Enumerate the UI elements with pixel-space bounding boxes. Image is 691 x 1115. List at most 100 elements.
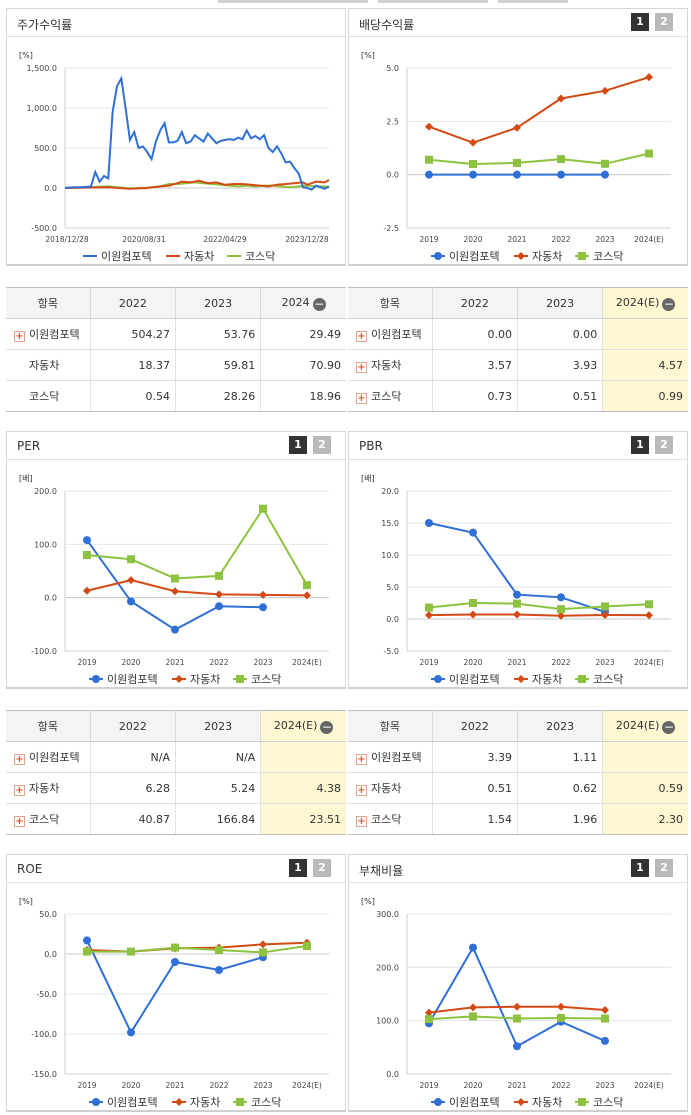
- expand-plus-icon[interactable]: +: [356, 816, 367, 827]
- chart-toggle-1-button[interactable]: 1: [631, 13, 649, 31]
- series-1: [425, 943, 609, 1051]
- row-label: + 이원컴포텍: [348, 318, 433, 350]
- data-point: [557, 94, 565, 103]
- legend-item[interactable]: 이원컴포텍: [89, 673, 158, 686]
- column-header-label: 항목: [37, 297, 58, 310]
- chart-toggle-1-button[interactable]: 1: [289, 859, 307, 877]
- data-point: [171, 574, 179, 583]
- x-tick-label: 2019: [77, 658, 96, 667]
- top-cut-bar: [498, 0, 568, 3]
- data-point: [303, 581, 311, 590]
- x-tick-label: 2020/08/31: [122, 235, 165, 244]
- collapse-column-button[interactable]: −: [312, 296, 326, 311]
- legend-item[interactable]: 이원컴포텍: [431, 1096, 500, 1109]
- legend-item[interactable]: 코스닥: [575, 250, 623, 263]
- legend-item[interactable]: 자동차: [172, 673, 220, 686]
- legend-item[interactable]: 자동차: [514, 250, 562, 263]
- chart-toggle-2-button[interactable]: 2: [313, 859, 331, 877]
- expand-plus-icon[interactable]: +: [14, 816, 25, 827]
- collapse-column-button[interactable]: −: [320, 719, 334, 734]
- expand-plus-icon[interactable]: +: [14, 785, 25, 796]
- table-cell: 0.99: [602, 380, 688, 412]
- data-point: [513, 599, 521, 608]
- expand-plus-icon[interactable]: +: [356, 393, 367, 404]
- expand-plus-icon[interactable]: +: [14, 331, 25, 342]
- legend-label: 이원컴포텍: [449, 1096, 500, 1109]
- x-tick-label: 2024(E): [292, 658, 322, 667]
- data-point: [601, 1014, 609, 1023]
- expand-plus-icon[interactable]: +: [356, 785, 367, 796]
- series-1: [425, 170, 609, 179]
- data-point: [425, 603, 433, 612]
- legend-item[interactable]: 코스닥: [227, 250, 275, 263]
- legend-label: 자동차: [190, 673, 220, 686]
- data-point: [425, 519, 433, 527]
- legend-item[interactable]: 자동차: [514, 673, 562, 686]
- chart-toggle-2-button[interactable]: 2: [313, 436, 331, 454]
- row-label: 코스닥: [6, 380, 91, 412]
- expand-plus-icon[interactable]: +: [356, 754, 367, 765]
- row-label: + 이원컴포텍: [6, 318, 91, 350]
- legend-item[interactable]: 자동차: [166, 250, 214, 263]
- series-2: [425, 610, 653, 620]
- expand-plus-icon[interactable]: +: [14, 754, 25, 765]
- data-point: [425, 611, 433, 620]
- x-tick-label: 2022: [551, 235, 570, 244]
- chart-toggle-1-button[interactable]: 1: [289, 436, 307, 454]
- table-cell: 3.39: [432, 741, 518, 773]
- data-point: [215, 590, 223, 599]
- y-unit-label: [%]: [19, 51, 33, 60]
- data-point: [425, 1015, 433, 1024]
- column-header: 항목: [6, 287, 91, 319]
- legend-marker: [236, 675, 244, 683]
- column-header: 2024(E) −: [602, 287, 688, 319]
- chart-toggle-2-button[interactable]: 2: [655, 859, 673, 877]
- legend-item[interactable]: 자동차: [514, 1096, 562, 1109]
- chart-toggle-2-button[interactable]: 2: [655, 13, 673, 31]
- x-tick-label: 2021: [507, 1081, 526, 1090]
- table-row: + 이원컴포텍 3.39 1.11: [348, 741, 688, 773]
- roe-panel: ROE 1 2 [%] 50.0 0.0 -50.0 -100.0 -150.0 2019 2…: [6, 854, 346, 1112]
- collapse-column-button[interactable]: −: [662, 719, 676, 734]
- column-header-label: 2024: [281, 295, 310, 309]
- table-row: + 자동차 6.28 5.24 4.38: [6, 772, 346, 804]
- legend-item[interactable]: 이원컴포텍: [83, 250, 152, 263]
- legend-item[interactable]: 코스닥: [575, 673, 623, 686]
- legend-item[interactable]: 이원컴포텍: [89, 1096, 158, 1109]
- legend-item[interactable]: 코스닥: [575, 1096, 623, 1109]
- expand-plus-icon[interactable]: +: [356, 331, 367, 342]
- collapse-column-button[interactable]: −: [662, 296, 676, 311]
- table-cell: 504.27: [90, 318, 176, 350]
- table-header-row: 항목 2022 2023 2024(E) −: [348, 287, 688, 319]
- series-line: [428, 613, 650, 617]
- legend-item[interactable]: 이원컴포텍: [431, 673, 500, 686]
- chart-toggle-1-button[interactable]: 1: [631, 436, 649, 454]
- series-1: [83, 536, 267, 634]
- x-tick-label: 2022/04/29: [203, 235, 246, 244]
- table-cell: N/A: [90, 741, 176, 773]
- data-point: [645, 600, 653, 609]
- legend-marker: [434, 675, 442, 683]
- table-cell: [602, 318, 688, 350]
- x-tick-label: 2022: [209, 1081, 228, 1090]
- legend-item[interactable]: 코스닥: [233, 1096, 281, 1109]
- legend-item[interactable]: 자동차: [172, 1096, 220, 1109]
- table-cell: 4.38: [260, 772, 346, 804]
- panel-header: 부채비율 1 2: [349, 855, 687, 883]
- legend-item[interactable]: 코스닥: [233, 673, 281, 686]
- legend-marker: [92, 1098, 100, 1106]
- x-tick-label: 2023: [253, 658, 272, 667]
- data-point: [557, 170, 565, 179]
- table-cell: 53.76: [175, 318, 262, 350]
- chart-toggle-1-button[interactable]: 1: [631, 859, 649, 877]
- expand-plus-icon[interactable]: +: [356, 362, 367, 373]
- table-cell: 18.96: [260, 380, 346, 412]
- per-panel: PER 1 2 [배] 200.0 100.0 0.0 -100.0 2019 2020 20…: [6, 431, 346, 689]
- legend-item[interactable]: 이원컴포텍: [431, 250, 500, 263]
- chart-toggle-2-button[interactable]: 2: [655, 436, 673, 454]
- y-unit-label: [배]: [361, 474, 375, 483]
- table-cell: 0.00: [432, 318, 518, 350]
- data-point: [601, 170, 609, 179]
- table-cell: 1.11: [517, 741, 604, 773]
- legend-label: 이원컴포텍: [449, 673, 500, 686]
